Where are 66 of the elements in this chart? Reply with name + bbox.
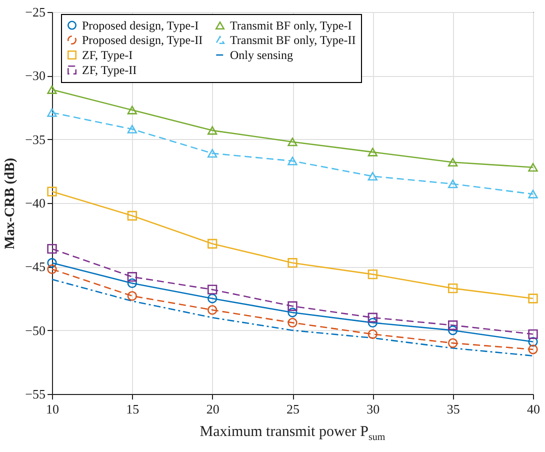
x-tick-label: 40: [527, 402, 540, 416]
point: [288, 258, 298, 268]
line-series: [51, 278, 534, 356]
point: [368, 148, 378, 156]
y-tick-label: −30: [25, 68, 46, 84]
x-tick-label: 30: [366, 402, 380, 416]
point: [127, 106, 137, 114]
point: [47, 258, 57, 268]
legend-label: ZF, Type-II: [82, 63, 137, 77]
point: [528, 163, 538, 172]
point: [528, 329, 538, 339]
point: [448, 320, 458, 330]
legend-label: Transmit BF only, Type-II: [230, 33, 356, 47]
point: [208, 284, 218, 294]
point: [288, 308, 298, 318]
point: [368, 312, 378, 322]
point: [368, 269, 378, 280]
point: [288, 156, 298, 166]
x-tick-label: 35: [446, 402, 460, 416]
point: [448, 283, 458, 294]
legend-label: Transmit BF only, Type-I: [230, 18, 352, 32]
point: [47, 264, 57, 274]
legend-label: Only sensing: [230, 48, 293, 62]
point: [47, 108, 57, 117]
point: [528, 294, 538, 304]
point: [47, 244, 57, 254]
point: [127, 210, 137, 221]
x-tick-label: 25: [286, 402, 300, 416]
point: [368, 329, 378, 339]
x-tick-label: 15: [126, 402, 140, 416]
point: [127, 291, 137, 301]
y-tick-label: −40: [25, 196, 46, 210]
point: [528, 336, 538, 347]
point: [448, 338, 458, 348]
y-tick-label: −45: [25, 259, 46, 274]
point: [208, 238, 218, 249]
point: [368, 318, 378, 328]
point: [47, 85, 57, 94]
y-axis-title: Max-CRB (dB): [3, 157, 18, 250]
legend-label: Proposed design, Type-II: [82, 33, 203, 47]
point: [368, 172, 378, 181]
x-axis-title: Maximum transmit power P$_{sum}$: [198, 424, 386, 443]
point: [448, 158, 458, 167]
point: [127, 278, 137, 288]
x-tick-label: 20: [206, 402, 220, 416]
point: [288, 318, 298, 328]
x-tick-label: 10: [46, 402, 59, 416]
point: [127, 124, 137, 134]
point: [208, 294, 218, 304]
legend-label: ZF, Type-I: [82, 48, 133, 62]
point: [288, 138, 298, 146]
y-tick-label: −25: [25, 4, 46, 20]
point: [127, 272, 137, 282]
point: [208, 305, 218, 315]
point: [208, 126, 218, 135]
point: [528, 190, 538, 198]
point: [528, 344, 538, 354]
point: [208, 149, 218, 158]
point: [448, 326, 458, 336]
y-tick-label: −35: [25, 132, 46, 147]
point: [448, 180, 458, 188]
y-tick-label: −55: [25, 386, 46, 402]
point: [288, 301, 298, 311]
point: [47, 186, 57, 196]
y-tick-label: −50: [25, 322, 46, 338]
legend-label: Proposed design, Type-I: [82, 18, 199, 32]
